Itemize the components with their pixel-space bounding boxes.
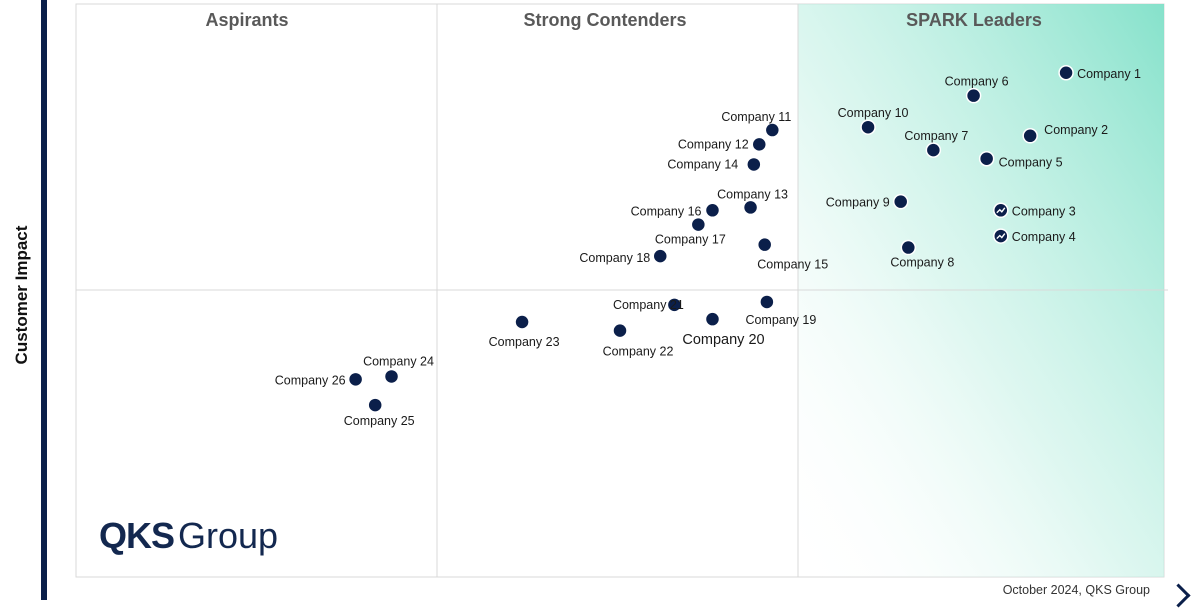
point-label-company-3: Company 3 — [1012, 204, 1076, 218]
point-label-company-5: Company 5 — [999, 156, 1063, 170]
data-point-company-13 — [742, 199, 759, 216]
point-label-company-23: Company 23 — [489, 335, 560, 349]
data-point-company-8 — [900, 239, 917, 256]
point-label-company-19: Company 19 — [745, 313, 816, 327]
point-label-company-25: Company 25 — [344, 414, 415, 428]
point-label-company-9: Company 9 — [826, 196, 890, 210]
point-label-company-8: Company 8 — [890, 256, 954, 270]
data-point-company-10 — [860, 119, 876, 135]
logo-bold-text: QKS — [99, 515, 175, 556]
data-points: Company 1 Company 2 Company 3 Company 4 Comp… — [275, 65, 1141, 428]
point-label-company-4: Company 4 — [1012, 230, 1076, 244]
footer-date-source: October 2024, QKS Group — [1002, 583, 1150, 597]
quadrant-title-spark-leaders: SPARK Leaders — [906, 10, 1042, 30]
point-label-company-16: Company 16 — [631, 204, 702, 218]
point-label-company-17: Company 17 — [655, 233, 726, 247]
data-point-company-20 — [704, 311, 721, 327]
point-label-company-13: Company 13 — [717, 187, 788, 201]
point-label-company-14: Company 14 — [667, 157, 738, 171]
data-point-company-14 — [746, 156, 762, 173]
data-point-company-16 — [704, 202, 721, 219]
data-point-company-1 — [1058, 65, 1074, 81]
point-label-company-7: Company 7 — [904, 129, 968, 143]
point-label-company-1: Company 1 — [1077, 67, 1141, 81]
data-point-company-23 — [514, 314, 530, 330]
data-point-company-22 — [612, 322, 628, 339]
data-point-company-2 — [1022, 128, 1038, 144]
qks-group-logo: QKS Group — [99, 518, 278, 554]
data-point-company-12 — [751, 136, 768, 153]
data-point-company-9 — [892, 193, 909, 210]
point-label-company-10: Company 10 — [838, 106, 909, 120]
point-label-company-2: Company 2 — [1044, 123, 1108, 137]
point-label-company-26: Company 26 — [275, 373, 346, 387]
point-label-company-24: Company 24 — [363, 354, 434, 368]
data-point-company-26 — [347, 371, 364, 388]
data-point-company-17 — [690, 216, 707, 233]
quadrant-title-strong-contenders: Strong Contenders — [523, 10, 686, 30]
left-accent-bar — [41, 0, 47, 600]
data-point-company-24 — [383, 368, 400, 385]
data-point-company-25 — [367, 397, 383, 413]
data-point-company-7 — [925, 142, 942, 158]
data-point-company-19 — [759, 294, 775, 310]
point-label-company-22: Company 22 — [603, 345, 674, 359]
trend-up-icon — [996, 207, 1006, 214]
point-label-company-12: Company 12 — [678, 137, 749, 151]
logo-light-text: Group — [178, 515, 279, 556]
point-label-company-6: Company 6 — [945, 75, 1009, 89]
data-point-company-5 — [978, 150, 995, 167]
point-label-company-21: Company 21 — [613, 298, 684, 312]
data-point-company-15 — [756, 236, 773, 253]
data-point-company-6 — [965, 87, 982, 104]
point-label-company-18: Company 18 — [579, 251, 650, 265]
data-point-company-11 — [764, 122, 781, 138]
data-point-company-18 — [652, 248, 669, 264]
quadrant-title-aspirants: Aspirants — [205, 10, 288, 30]
trend-up-icon — [996, 233, 1006, 240]
point-label-company-20: Company 20 — [682, 332, 764, 348]
data-point-company-21 — [666, 297, 683, 313]
point-label-company-15: Company 15 — [757, 258, 828, 272]
point-label-company-11: Company 11 — [721, 110, 791, 124]
